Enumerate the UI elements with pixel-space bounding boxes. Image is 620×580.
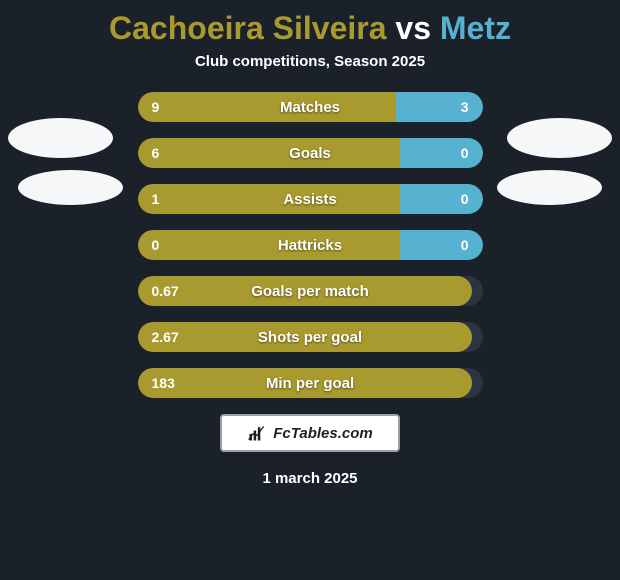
title-vs: vs (387, 10, 440, 46)
stat-row-split: 93Matches (138, 92, 483, 122)
stat-row-single: 183Min per goal (138, 368, 483, 398)
player-right-logo-2 (497, 170, 602, 205)
stat-row-split: 60Goals (138, 138, 483, 168)
title-right: Metz (440, 10, 511, 46)
player-left-logo-2 (18, 170, 123, 205)
stats-container: 93Matches 60Goals 10Assists 00Hattricks 0.67… (138, 92, 483, 398)
brand-text: FcTables.com (273, 425, 372, 442)
stat-label: Shots per goal (138, 322, 483, 352)
stat-label: Goals per match (138, 276, 483, 306)
stat-row-single: 0.67Goals per match (138, 276, 483, 306)
player-right-logo-1 (507, 118, 612, 158)
stat-label: Assists (138, 184, 483, 214)
title-left: Cachoeira Silveira (109, 10, 386, 46)
subtitle: Club competitions, Season 2025 (0, 53, 620, 92)
stat-row-split: 10Assists (138, 184, 483, 214)
chart-icon (247, 423, 267, 443)
player-left-logo-1 (8, 118, 113, 158)
stat-label: Min per goal (138, 368, 483, 398)
stat-label: Matches (138, 92, 483, 122)
stat-row-split: 00Hattricks (138, 230, 483, 260)
date-line: 1 march 2025 (0, 470, 620, 487)
page-title: Cachoeira Silveira vs Metz (0, 0, 620, 53)
stat-label: Hattricks (138, 230, 483, 260)
brand-badge: FcTables.com (220, 414, 400, 452)
stat-row-single: 2.67Shots per goal (138, 322, 483, 352)
stat-label: Goals (138, 138, 483, 168)
